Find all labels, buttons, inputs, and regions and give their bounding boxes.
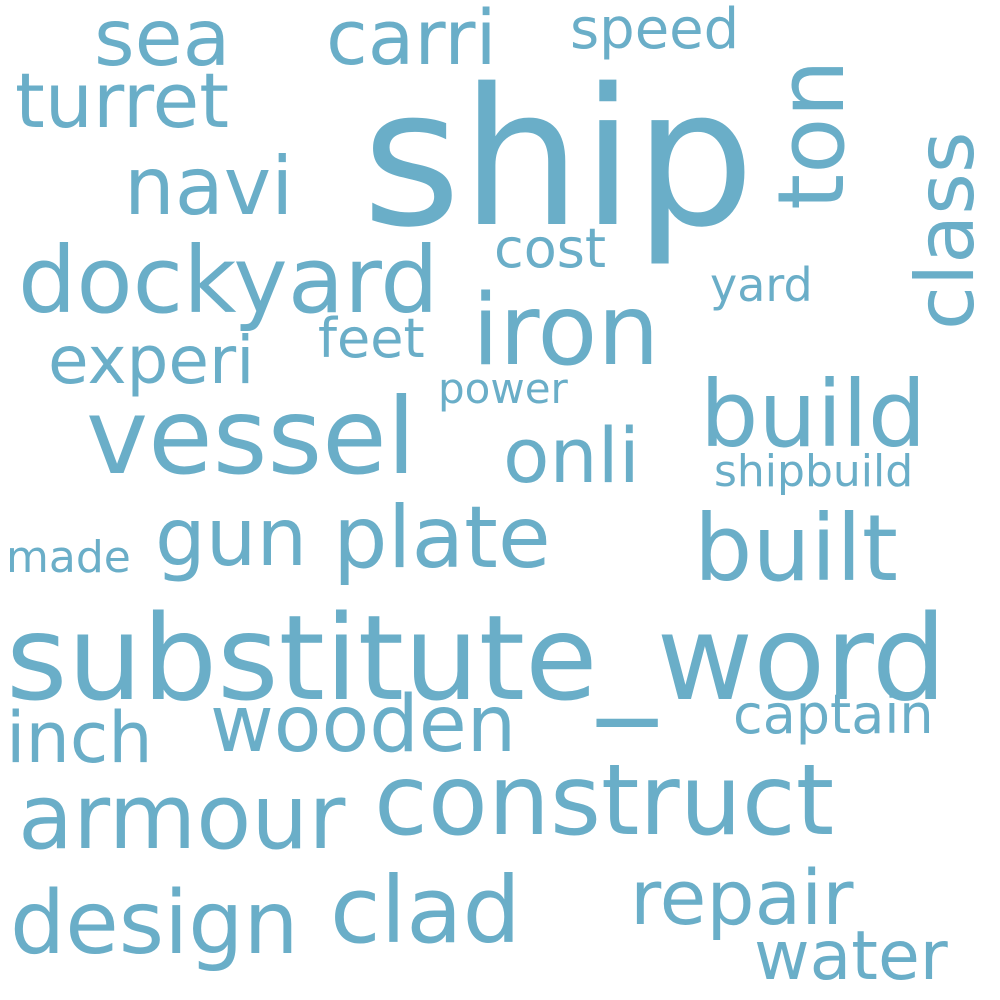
word-shipbuild: shipbuild xyxy=(714,446,914,497)
word-dockyard: dockyard xyxy=(18,227,439,334)
word-substitute-word: substitute_word xyxy=(6,589,947,727)
word-plate: plate xyxy=(333,488,551,588)
word-feet: feet xyxy=(318,307,425,370)
word-vessel: vessel xyxy=(86,376,416,498)
word-construct: construct xyxy=(374,744,835,858)
word-wooden: wooden xyxy=(210,680,517,770)
word-turret: turret xyxy=(15,56,230,145)
word-experi: experi xyxy=(48,322,255,399)
word-made: made xyxy=(6,532,131,583)
word-onli: onli xyxy=(503,411,640,500)
word-sea: sea xyxy=(94,0,231,84)
word-cost: cost xyxy=(494,217,607,280)
word-ship: ship xyxy=(362,48,755,269)
word-armour: armour xyxy=(18,765,346,870)
word-repair: repair xyxy=(630,853,854,942)
word-design: design xyxy=(10,872,299,974)
word-class: class xyxy=(899,131,992,330)
word-water: water xyxy=(754,917,948,996)
word-ton: ton xyxy=(758,59,865,210)
word-carri: carri xyxy=(326,0,497,82)
word-build: build xyxy=(700,361,927,468)
word-yard: yard xyxy=(710,258,813,312)
word-power: power xyxy=(438,364,568,413)
word-built: built xyxy=(694,495,898,602)
word-captain: captain xyxy=(733,683,934,746)
word-iron: iron xyxy=(472,274,660,388)
word-clad: clad xyxy=(330,857,521,964)
word-speed: speed xyxy=(570,0,740,62)
word-gun: gun xyxy=(155,491,308,584)
word-inch: inch xyxy=(6,697,153,779)
word-navi: navi xyxy=(124,140,294,233)
